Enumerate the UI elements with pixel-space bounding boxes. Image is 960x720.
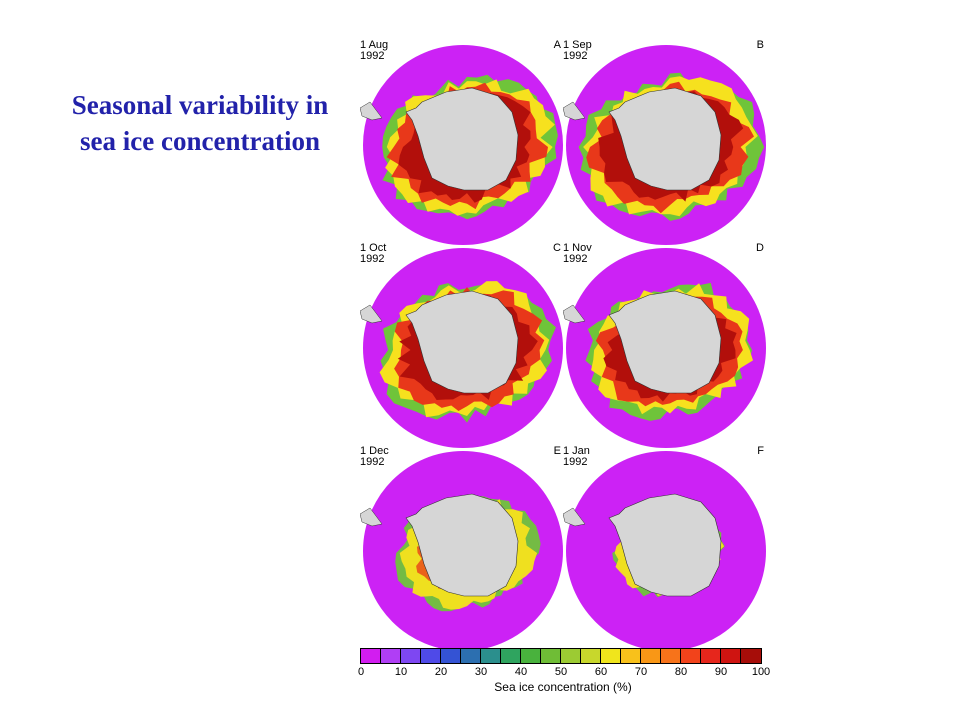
panel-date-label: 1 Dec 1992 [360, 445, 389, 468]
sea-ice-map [563, 451, 766, 651]
colorbar-tick-label: 90 [714, 666, 728, 678]
sea-ice-map [360, 451, 563, 651]
colorbar-swatch [401, 649, 421, 663]
sea-ice-map [360, 248, 563, 448]
panel-date-label: 1 Sep 1992 [563, 39, 592, 62]
sea-ice-map [360, 45, 563, 245]
colorbar-swatch [701, 649, 721, 663]
colorbar-tick-label: 60 [594, 666, 608, 678]
colorbar-tick-label: 100 [751, 666, 771, 678]
panel-date-label: 1 Jan 1992 [563, 445, 590, 468]
colorbar-swatch [381, 649, 401, 663]
south-america-tip [360, 507, 383, 527]
map-panel-e: 1 Dec 1992 E [360, 446, 565, 651]
colorbar-swatch [521, 649, 541, 663]
colorbar-tick-label: 80 [674, 666, 688, 678]
south-america-tip [360, 101, 383, 121]
colorbar-tick-label: 70 [634, 666, 648, 678]
panel-letter-label: D [756, 242, 764, 254]
antarctica-landmass [405, 493, 519, 597]
sea-ice-map [563, 45, 766, 245]
south-america-tip [563, 507, 586, 527]
panel-date-label: 1 Oct 1992 [360, 242, 387, 265]
colorbar-swatch [721, 649, 741, 663]
colorbar-swatch [741, 649, 761, 663]
panel-letter-label: A [553, 39, 561, 51]
south-america-tip [360, 304, 383, 324]
panel-date-label: 1 Nov 1992 [563, 242, 592, 265]
colorbar-swatch [441, 649, 461, 663]
colorbar-title: Sea ice concentration (%) [494, 680, 632, 694]
antarctica-landmass [608, 493, 722, 597]
panel-letter-label: F [757, 445, 764, 457]
colorbar-swatch [541, 649, 561, 663]
colorbar-swatch [661, 649, 681, 663]
colorbar-swatch [621, 649, 641, 663]
colorbar-swatch [601, 649, 621, 663]
colorbar-ticks: 0 10 20 30 40 50 60 70 80 90 100 [357, 666, 770, 678]
colorbar-tick-label: 30 [474, 666, 488, 678]
map-panel-f: 1 Jan 1992 F [563, 446, 768, 651]
colorbar-tick-label: 20 [434, 666, 448, 678]
sea-ice-map [563, 248, 766, 448]
map-panel-c: 1 Oct 1992 C [360, 243, 565, 448]
panel-letter-label: C [553, 242, 561, 254]
slide-title: Seasonal variability in sea ice concentr… [71, 90, 329, 156]
colorbar-tick-label: 50 [554, 666, 568, 678]
colorbar-tick-label: 0 [357, 666, 365, 678]
antarctica-landmass [608, 87, 722, 191]
colorbar-swatch [561, 649, 581, 663]
map-panel-d: 1 Nov 1992 D [563, 243, 768, 448]
colorbar-swatch [641, 649, 661, 663]
panel-date-label: 1 Aug 1992 [360, 39, 389, 62]
map-panel-a: 1 Aug 1992 A [360, 40, 565, 245]
colorbar-swatch [501, 649, 521, 663]
south-america-tip [563, 101, 586, 121]
colorbar-tick-label: 40 [514, 666, 528, 678]
antarctica-landmass [405, 290, 519, 394]
colorbar-swatch [581, 649, 601, 663]
panel-letter-label: B [756, 39, 764, 51]
panel-letter-label: E [553, 445, 561, 457]
colorbar-swatch [421, 649, 441, 663]
south-america-tip [563, 304, 586, 324]
colorbar-swatch [681, 649, 701, 663]
map-panel-b: 1 Sep 1992 B [563, 40, 768, 245]
colorbar-swatch [361, 649, 381, 663]
colorbar-swatch [461, 649, 481, 663]
colorbar-swatch [481, 649, 501, 663]
colorbar-swatches [360, 648, 762, 664]
antarctica-landmass [608, 290, 722, 394]
antarctica-landmass [405, 87, 519, 191]
colorbar-tick-label: 10 [394, 666, 408, 678]
colorbar: 0 10 20 30 40 50 60 70 80 90 100 Sea ice concentra… [357, 648, 770, 696]
